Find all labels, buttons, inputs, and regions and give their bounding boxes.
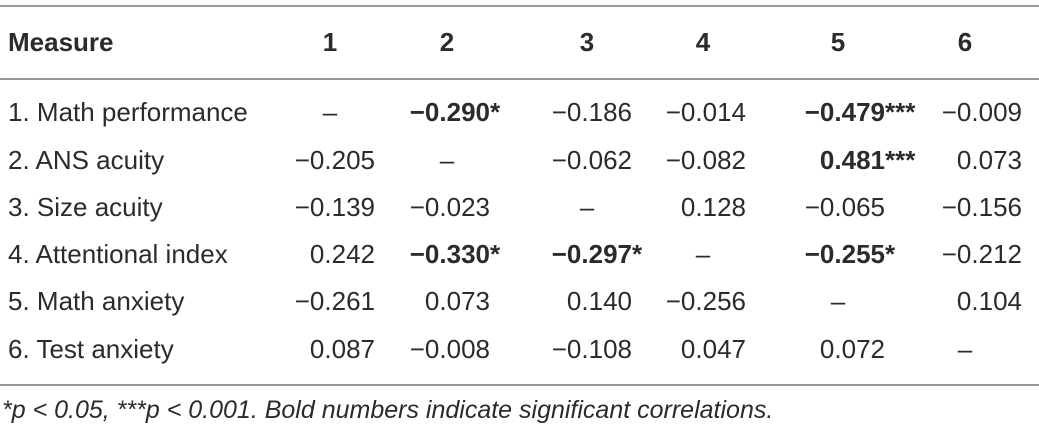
header-rule bbox=[0, 78, 1039, 80]
row-label: 1. Math performance bbox=[8, 97, 248, 127]
cell-value: −0.297 * bbox=[551, 239, 643, 269]
column-header: 4 bbox=[695, 27, 711, 57]
column-header: 5 bbox=[830, 27, 846, 57]
cell-value: 0.104 bbox=[956, 286, 1022, 316]
row-label: 3. Size acuity bbox=[8, 192, 163, 222]
cell-value: 0.073 bbox=[956, 145, 1022, 175]
cell-value: – bbox=[322, 97, 338, 127]
cell-value: – bbox=[830, 286, 846, 316]
cell-value: −0.290 * bbox=[409, 97, 501, 127]
row-label: 6. Test anxiety bbox=[8, 334, 174, 364]
cell-value: – bbox=[957, 334, 973, 364]
cell-value: 0.242 bbox=[309, 239, 375, 269]
cell-value: – bbox=[439, 145, 455, 175]
cell-value: −0.023 bbox=[409, 192, 490, 222]
column-header: Measure bbox=[8, 27, 114, 57]
row-label: 5. Math anxiety bbox=[8, 286, 185, 316]
cell-value: −0.108 bbox=[551, 334, 632, 364]
cell-value: −0.156 bbox=[941, 192, 1022, 222]
footnote: *p < 0.05, ***p < 0.001. Bold numbers in… bbox=[2, 396, 774, 424]
cell-value: −0.014 bbox=[665, 97, 746, 127]
cell-value: 0.128 bbox=[680, 192, 746, 222]
cell-value: −0.008 bbox=[409, 334, 490, 364]
cell-value: −0.261 bbox=[294, 286, 375, 316]
cell-value: −0.212 bbox=[941, 239, 1022, 269]
row-label: 2. ANS acuity bbox=[8, 145, 165, 175]
cell-value: 0.072 bbox=[819, 334, 885, 364]
cell-value: −0.062 bbox=[551, 145, 632, 175]
cell-value: −0.330 * bbox=[409, 239, 501, 269]
column-header: 6 bbox=[957, 27, 973, 57]
bottom-rule bbox=[0, 384, 1039, 386]
column-header: 2 bbox=[439, 27, 455, 57]
cell-value: −0.255 * bbox=[804, 239, 896, 269]
cell-value: 0.047 bbox=[680, 334, 746, 364]
cell-value: 0.481 *** bbox=[819, 145, 916, 175]
cell-value: −0.065 bbox=[804, 192, 885, 222]
cell-value: −0.479 *** bbox=[804, 97, 916, 127]
row-label: 4. Attentional index bbox=[8, 239, 228, 269]
column-header: 3 bbox=[579, 27, 595, 57]
cell-value: −0.139 bbox=[294, 192, 375, 222]
cell-value: −0.256 bbox=[665, 286, 746, 316]
top-rule bbox=[0, 5, 1039, 7]
column-header: 1 bbox=[322, 27, 338, 57]
cell-value: 0.073 bbox=[424, 286, 490, 316]
cell-value: 0.140 bbox=[566, 286, 632, 316]
cell-value: −0.009 bbox=[941, 97, 1022, 127]
cell-value: 0.087 bbox=[309, 334, 375, 364]
cell-value: −0.205 bbox=[294, 145, 375, 175]
cell-value: – bbox=[579, 192, 595, 222]
cell-value: – bbox=[695, 239, 711, 269]
cell-value: −0.186 bbox=[551, 97, 632, 127]
cell-value: −0.082 bbox=[665, 145, 746, 175]
